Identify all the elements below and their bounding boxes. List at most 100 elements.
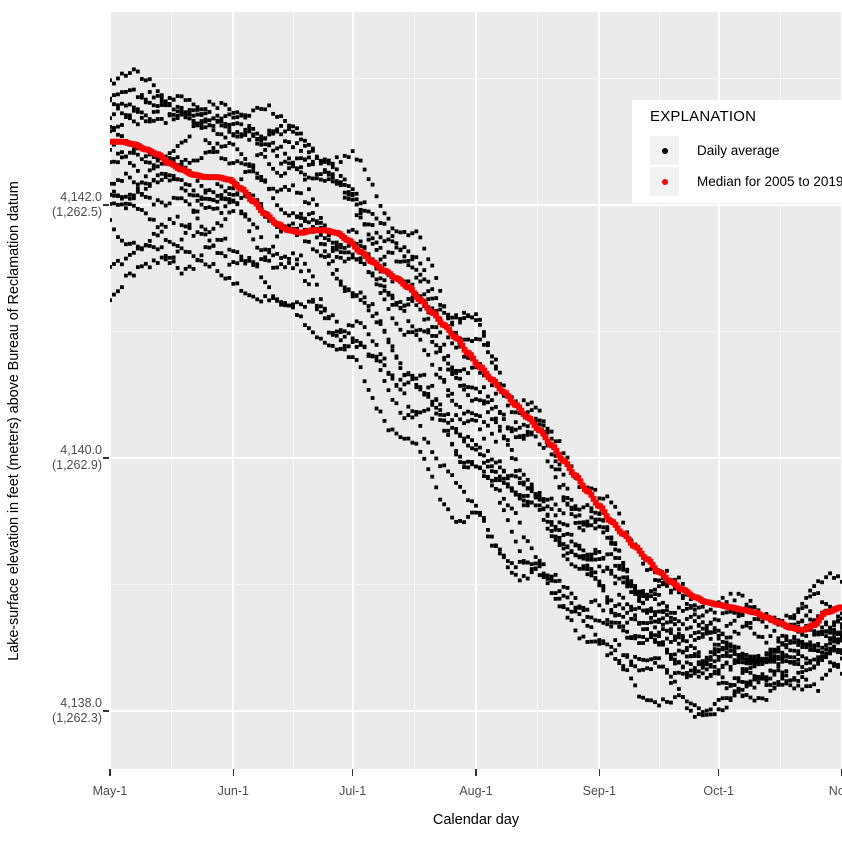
daily-average-point: [394, 401, 399, 406]
daily-average-point: [159, 99, 164, 104]
daily-average-point: [410, 373, 415, 378]
daily-average-point: [147, 244, 152, 248]
daily-average-point: [418, 235, 423, 240]
daily-average-point: [410, 409, 415, 414]
daily-average-point: [450, 369, 455, 373]
daily-average-point: [649, 615, 653, 620]
daily-average-point: [422, 329, 427, 334]
daily-average-point: [493, 420, 498, 425]
median-point: [649, 561, 656, 568]
daily-average-point: [529, 570, 534, 575]
daily-average-point: [434, 325, 439, 330]
daily-average-point: [151, 163, 156, 168]
daily-average-point: [585, 640, 590, 644]
daily-average-point: [291, 266, 295, 271]
daily-average-point: [661, 640, 665, 645]
daily-average-point: [259, 235, 264, 240]
daily-average-point: [267, 258, 272, 263]
daily-average-point: [434, 397, 439, 402]
daily-average-point: [263, 148, 268, 152]
daily-average-point: [585, 557, 590, 562]
daily-average-point: [366, 222, 371, 227]
daily-average-point: [414, 376, 419, 381]
daily-average-point: [836, 640, 840, 645]
daily-average-point: [231, 115, 236, 120]
daily-average-point: [247, 129, 252, 134]
daily-average-point: [426, 279, 431, 284]
daily-average-point: [529, 486, 534, 491]
daily-average-point: [605, 565, 610, 570]
daily-average-point: [796, 638, 801, 643]
daily-average-point: [227, 192, 232, 196]
daily-average-point: [334, 268, 339, 272]
daily-average-point: [808, 648, 813, 652]
daily-average-point: [438, 345, 443, 350]
daily-average-point: [219, 156, 224, 161]
daily-average-point: [358, 244, 363, 248]
daily-average-point: [736, 614, 741, 619]
daily-average-point: [434, 334, 439, 338]
daily-average-point: [374, 216, 379, 221]
daily-average-point: [179, 271, 184, 276]
daily-average-point: [211, 150, 216, 154]
daily-average-point: [110, 218, 112, 222]
daily-average-point: [147, 119, 152, 124]
daily-average-point: [446, 420, 451, 425]
daily-average-point: [517, 468, 522, 473]
daily-average-point: [322, 223, 327, 228]
daily-average-point: [629, 584, 634, 589]
daily-average-point: [716, 647, 721, 652]
daily-average-point: [219, 196, 224, 201]
daily-average-point: [561, 451, 566, 456]
daily-average-point: [509, 570, 514, 575]
daily-average-point: [533, 503, 538, 508]
daily-average-point: [673, 586, 677, 591]
daily-average-point: [239, 122, 244, 127]
daily-average-point: [307, 268, 311, 273]
daily-average-point: [565, 545, 570, 550]
daily-average-point: [513, 427, 518, 432]
daily-average-point: [549, 496, 554, 501]
daily-average-point: [139, 77, 144, 81]
daily-average-point: [155, 225, 160, 230]
daily-average-point: [597, 517, 602, 522]
daily-average-point: [358, 260, 363, 265]
daily-average-point: [756, 676, 761, 680]
daily-average-point: [334, 180, 339, 185]
daily-average-point: [382, 221, 387, 226]
daily-average-point: [283, 171, 287, 176]
daily-average-point: [263, 258, 268, 262]
daily-average-point: [565, 551, 570, 556]
daily-average-point: [322, 178, 327, 183]
daily-average-point: [613, 556, 618, 560]
daily-average-point: [692, 619, 697, 623]
daily-average-point: [116, 151, 120, 156]
daily-average-point: [295, 262, 299, 267]
daily-average-point: [394, 321, 399, 326]
daily-average-point: [525, 486, 530, 491]
daily-average-point: [680, 671, 685, 676]
daily-average-point: [505, 503, 510, 508]
median-point: [531, 422, 538, 428]
daily-average-point: [271, 111, 276, 116]
daily-average-point: [390, 348, 395, 353]
daily-average-point: [310, 176, 315, 181]
daily-average-point: [633, 634, 638, 638]
daily-average-point: [299, 131, 303, 136]
daily-average-point: [700, 713, 705, 718]
daily-average-point: [593, 632, 598, 637]
median-point: [612, 521, 619, 528]
daily-average-point: [493, 439, 498, 444]
daily-average-point: [450, 341, 455, 346]
daily-average-point: [657, 592, 661, 597]
daily-average-point: [808, 594, 813, 599]
gridline-minor-vertical: [413, 12, 415, 769]
daily-average-point: [110, 78, 112, 83]
daily-average-point: [517, 549, 522, 554]
daily-average-point: [621, 614, 626, 619]
daily-average-point: [247, 256, 252, 260]
daily-average-point: [613, 638, 618, 642]
daily-average-point: [692, 607, 697, 612]
daily-average-point: [712, 664, 717, 669]
daily-average-point: [792, 686, 797, 691]
